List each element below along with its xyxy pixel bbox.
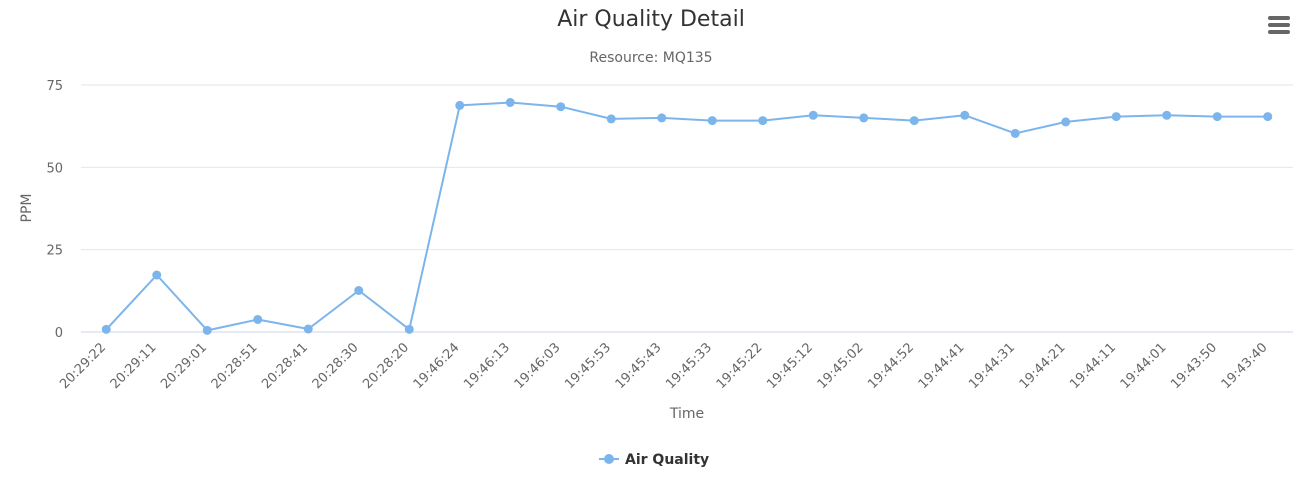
data-point[interactable] (657, 113, 667, 123)
x-tick-label: 19:45:53 (562, 340, 614, 392)
x-tick-label: 19:43:40 (1219, 340, 1271, 392)
x-tick-label: 19:44:41 (916, 340, 968, 392)
chart-menu-button[interactable] (1262, 10, 1296, 38)
data-point[interactable] (455, 100, 465, 110)
data-point[interactable] (758, 116, 768, 126)
x-tick-label: 20:28:41 (259, 340, 311, 392)
y-axis-ticks: 0 25 50 75 (46, 79, 63, 341)
data-point[interactable] (505, 97, 515, 107)
menu-icon-bar (1268, 30, 1290, 34)
x-axis-label: Time (669, 406, 704, 422)
data-point[interactable] (1061, 117, 1071, 127)
chart-subtitle: Resource: MQ135 (589, 50, 712, 66)
data-point[interactable] (1111, 112, 1121, 122)
x-tick-label: 19:46:13 (461, 340, 513, 392)
y-tick-label: 50 (46, 161, 63, 176)
x-tick-label: 20:28:20 (360, 340, 412, 392)
data-point[interactable] (253, 314, 263, 324)
data-point[interactable] (960, 110, 970, 120)
legend[interactable]: Air Quality (599, 452, 709, 468)
chart-title: Air Quality Detail (557, 7, 745, 32)
y-tick-label: 0 (55, 326, 63, 341)
data-point[interactable] (909, 116, 919, 126)
x-tick-label: 19:46:03 (512, 340, 564, 392)
data-point[interactable] (101, 324, 111, 334)
x-tick-label: 20:29:22 (57, 340, 109, 392)
series-air-quality (101, 97, 1273, 335)
x-tick-label: 19:44:21 (1017, 340, 1069, 392)
data-point[interactable] (556, 102, 566, 112)
data-point[interactable] (1010, 128, 1020, 138)
grid-lines (81, 84, 1293, 251)
x-tick-label: 19:45:33 (663, 340, 715, 392)
legend-symbol-marker (604, 454, 614, 464)
y-tick-label: 25 (46, 244, 63, 259)
x-tick-label: 19:43:50 (1168, 340, 1220, 392)
legend-item-air-quality[interactable]: Air Quality (625, 452, 709, 468)
x-tick-label: 19:45:02 (815, 340, 867, 392)
x-tick-label: 19:46:24 (411, 340, 463, 392)
x-tick-label: 19:45:43 (613, 340, 665, 392)
series-line (105, 101, 1268, 332)
data-point[interactable] (1263, 112, 1273, 122)
x-tick-label: 19:44:11 (1067, 340, 1119, 392)
x-axis-ticks: 20:29:2220:29:1120:29:0120:28:5120:28:41… (57, 340, 1270, 392)
y-tick-label: 75 (46, 79, 63, 94)
data-point[interactable] (404, 324, 414, 334)
data-point[interactable] (859, 113, 869, 123)
x-tick-label: 19:44:01 (1118, 340, 1170, 392)
y-axis-label: PPM (19, 194, 35, 223)
data-point[interactable] (606, 114, 616, 124)
data-point[interactable] (1212, 112, 1222, 122)
data-point[interactable] (808, 110, 818, 120)
data-point[interactable] (354, 286, 364, 296)
x-tick-label: 19:44:31 (966, 340, 1018, 392)
data-point[interactable] (707, 116, 717, 126)
data-point[interactable] (152, 270, 162, 280)
x-tick-label: 20:28:51 (209, 340, 261, 392)
x-tick-label: 20:29:01 (158, 340, 210, 392)
x-tick-label: 19:45:12 (764, 340, 816, 392)
menu-icon-bar (1268, 23, 1290, 27)
data-point[interactable] (303, 324, 313, 334)
x-tick-label: 20:29:11 (108, 340, 160, 392)
menu-icon-bar (1268, 16, 1290, 20)
x-tick-label: 19:45:22 (714, 340, 766, 392)
x-tick-label: 20:28:30 (310, 340, 362, 392)
data-point[interactable] (202, 325, 212, 335)
data-point[interactable] (1162, 110, 1172, 120)
x-tick-label: 19:44:52 (865, 340, 917, 392)
